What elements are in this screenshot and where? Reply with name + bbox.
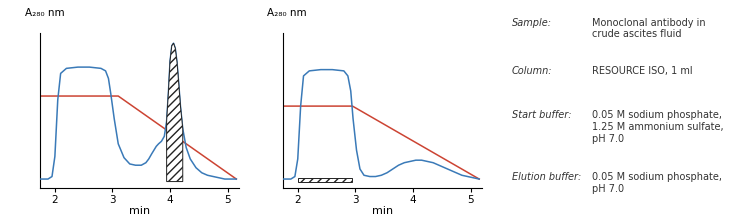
Text: Column:: Column: [512, 66, 552, 76]
Text: 0.05 M sodium phosphate,
1.25 M ammonium sulfate,
pH 7.0: 0.05 M sodium phosphate, 1.25 M ammonium… [592, 110, 724, 144]
Text: Monoclonal antibody in
crude ascites fluid: Monoclonal antibody in crude ascites flu… [592, 18, 706, 39]
Polygon shape [298, 178, 353, 182]
Text: Elution buffer:: Elution buffer: [512, 172, 581, 182]
Text: 0.05 M sodium phosphate,
pH 7.0: 0.05 M sodium phosphate, pH 7.0 [592, 172, 723, 194]
X-axis label: min: min [130, 206, 150, 216]
Text: Start buffer:: Start buffer: [512, 110, 571, 120]
Text: A₂₈₀ nm: A₂₈₀ nm [267, 8, 307, 18]
Text: RESOURCE ISO, 1 ml: RESOURCE ISO, 1 ml [592, 66, 693, 76]
Text: Sample:: Sample: [512, 18, 551, 28]
Polygon shape [166, 43, 183, 182]
X-axis label: min: min [372, 206, 393, 216]
Text: A₂₈₀ nm: A₂₈₀ nm [24, 8, 64, 18]
